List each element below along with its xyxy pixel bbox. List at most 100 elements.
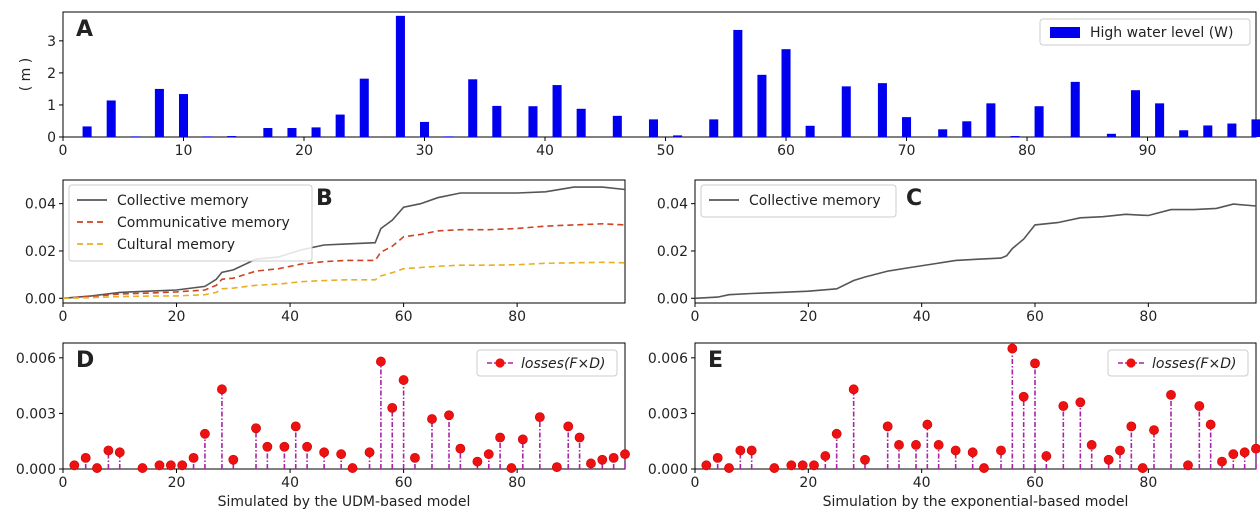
panel-a-legend-box xyxy=(1039,18,1251,46)
panel-c-xtick-label: 60 xyxy=(1026,309,1044,325)
panel-e-ytick-label: 0.006 xyxy=(648,351,688,367)
bar xyxy=(1227,123,1237,137)
bar xyxy=(1251,119,1260,137)
series-line xyxy=(62,222,626,300)
panel-b-ytick-label: 0.04 xyxy=(25,197,56,213)
panel-b-legend-label: Cultural memory xyxy=(117,237,235,253)
bar xyxy=(154,88,164,137)
bar xyxy=(178,94,189,137)
panel-a-ytick-label: 1 xyxy=(47,98,56,114)
panel-b-xtick-label: 80 xyxy=(508,309,526,325)
panel-d-ytick-label: 0.000 xyxy=(16,462,56,478)
panel-a-ylabel: ( m ) xyxy=(18,58,34,91)
point xyxy=(534,412,545,423)
panel-a-ytick-label: 2 xyxy=(47,66,56,82)
point xyxy=(387,402,398,413)
bar xyxy=(781,49,791,137)
bar xyxy=(552,85,562,137)
panel-b-legend-box xyxy=(68,184,313,262)
point xyxy=(1018,391,1029,402)
point xyxy=(483,449,494,460)
point xyxy=(137,463,148,473)
point xyxy=(114,447,125,458)
panel-b-xtick-label: 40 xyxy=(281,309,299,325)
point xyxy=(364,447,375,458)
panel-e-xtick-label: 20 xyxy=(799,475,817,491)
panel-b-legend-label: Communicative memory xyxy=(117,215,290,231)
bar xyxy=(902,117,912,137)
point xyxy=(933,440,944,450)
bar xyxy=(673,135,683,137)
panel-a-frame xyxy=(62,11,1257,138)
point xyxy=(820,451,831,461)
panel-c-legend-label: Collective memory xyxy=(749,193,881,209)
bar xyxy=(576,108,586,137)
bar xyxy=(82,126,92,137)
bar xyxy=(468,79,478,137)
bar xyxy=(1010,136,1020,137)
point xyxy=(608,452,619,463)
point xyxy=(1217,456,1227,467)
bar xyxy=(733,29,743,138)
panel-e-xtick-label: 80 xyxy=(1139,475,1157,491)
panel-e-ytick-label: 0.000 xyxy=(648,462,688,478)
point xyxy=(427,414,437,424)
panel-c-ytick-label: 0.04 xyxy=(657,197,688,213)
panel-d-ytick-label: 0.003 xyxy=(16,406,56,422)
point xyxy=(996,445,1006,456)
point xyxy=(92,463,102,473)
point xyxy=(860,454,870,465)
bar xyxy=(1203,125,1213,137)
point xyxy=(410,452,420,463)
series-line xyxy=(62,186,626,300)
point xyxy=(950,445,961,456)
point xyxy=(967,447,978,458)
bar xyxy=(203,136,213,137)
point xyxy=(1166,389,1176,400)
point xyxy=(882,421,893,432)
point xyxy=(1194,401,1205,411)
point xyxy=(200,428,210,439)
panel-a-legend-swatch xyxy=(1050,27,1080,38)
point xyxy=(1228,449,1239,460)
point xyxy=(217,384,227,395)
panel-b-ytick-label: 0.00 xyxy=(25,291,56,307)
point xyxy=(188,452,199,463)
panel-a-letter: A xyxy=(76,17,93,42)
point xyxy=(1126,421,1137,432)
point xyxy=(375,356,386,367)
point xyxy=(1086,440,1097,450)
panel-c-xtick-label: 0 xyxy=(691,309,700,325)
series-line xyxy=(62,261,626,300)
bar xyxy=(395,15,405,138)
bar xyxy=(709,119,719,137)
point xyxy=(574,432,585,443)
panel-d-xtick-label: 40 xyxy=(281,475,299,491)
panel-e-frame xyxy=(694,342,1257,470)
panel-a-xtick-label: 30 xyxy=(416,143,434,159)
panel-a-xtick-label: 40 xyxy=(536,143,554,159)
point xyxy=(319,447,330,458)
bar xyxy=(1155,103,1165,137)
point xyxy=(712,452,723,463)
bar xyxy=(227,136,237,137)
point xyxy=(831,428,842,439)
panel-a-xtick-label: 90 xyxy=(1139,143,1157,159)
bar xyxy=(130,136,140,137)
point xyxy=(797,460,808,471)
point xyxy=(769,463,780,473)
bar xyxy=(528,106,538,137)
panel-a-ytick-label: 0 xyxy=(47,130,56,146)
point xyxy=(1007,343,1018,354)
panel-a-xtick-label: 0 xyxy=(59,143,68,159)
panel-e-ytick-label: 0.003 xyxy=(648,406,688,422)
panel-c-ytick-label: 0.02 xyxy=(657,244,688,260)
point xyxy=(848,384,859,395)
bar xyxy=(444,136,454,137)
point xyxy=(177,460,188,471)
bar xyxy=(263,128,273,137)
point xyxy=(1137,463,1148,473)
point xyxy=(495,432,506,443)
panel-c-xtick-label: 80 xyxy=(1139,309,1157,325)
